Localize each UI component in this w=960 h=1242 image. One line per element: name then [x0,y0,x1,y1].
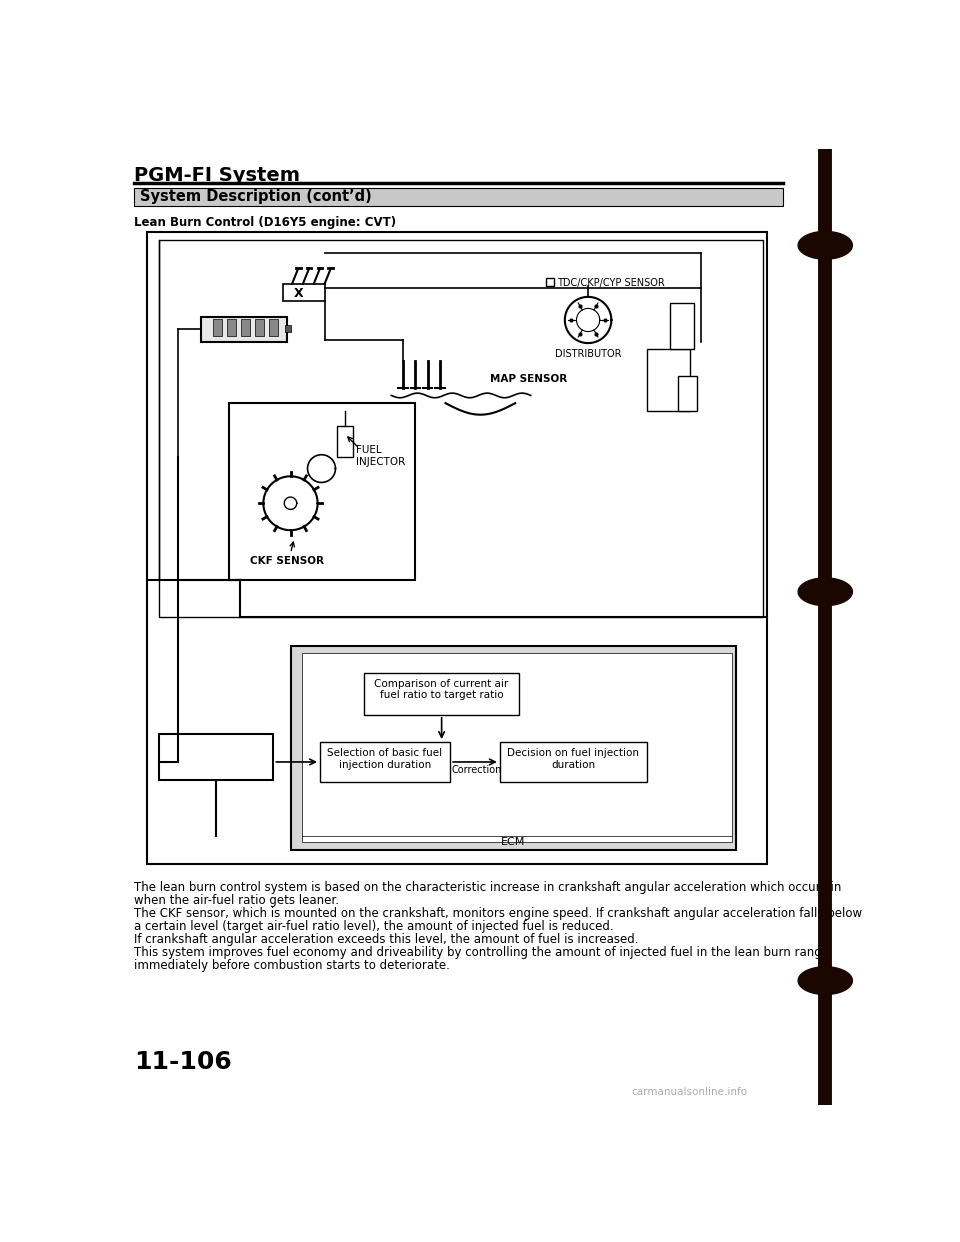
Polygon shape [798,966,826,995]
Text: Lean Burn Control (D16Y5 engine: CVT): Lean Burn Control (D16Y5 engine: CVT) [134,216,396,229]
Text: MAP SENSOR: MAP SENSOR [491,374,567,384]
Text: Correction: Correction [452,765,502,775]
Text: CKF SENSOR: CKF SENSOR [251,555,324,565]
Bar [269,319,278,337]
Bar [241,319,251,337]
Polygon shape [826,231,852,260]
Text: The CKF sensor, which is mounted on the crankshaft, monitors engine speed. If cr: The CKF sensor, which is mounted on the … [134,907,862,920]
Bar [364,673,519,715]
Bar [670,303,693,349]
Text: a certain level (target air-fuel ratio level), the amount of injected fuel is re: a certain level (target air-fuel ratio l… [134,920,613,933]
Bar [337,426,352,457]
Bar [678,376,697,411]
Text: when the air-fuel ratio gets leaner.: when the air-fuel ratio gets leaner. [134,894,339,907]
Text: This system improves fuel economy and driveability by controlling the amount of : This system improves fuel economy and dr… [134,946,828,959]
Text: carmanualsonline.info: carmanualsonline.info [632,1087,748,1097]
Text: ECM: ECM [501,837,525,847]
Text: FUEL
INJECTOR: FUEL INJECTOR [356,446,406,467]
Bar [285,324,291,333]
Polygon shape [798,231,826,260]
Text: immediately before combustion starts to deteriorate.: immediately before combustion starts to … [134,959,450,972]
Bar [147,232,767,863]
Bar [158,734,274,780]
Bar [134,188,782,206]
Text: DISTRIBUTOR: DISTRIBUTOR [555,349,621,359]
Text: The lean burn control system is based on the characteristic increase in cranksha: The lean burn control system is based on… [134,881,841,893]
Polygon shape [798,578,826,606]
Bar [158,240,763,617]
Polygon shape [826,966,852,995]
Text: Decision on fuel injection
duration: Decision on fuel injection duration [508,748,639,770]
Text: System Description (cont’d): System Description (cont’d) [140,189,372,204]
Bar [213,319,223,337]
Bar [202,317,287,342]
Text: PGM-FI System: PGM-FI System [134,166,300,185]
Text: X: X [294,287,303,299]
Bar [291,646,736,850]
Text: If crankshaft angular acceleration exceeds this level, the amount of fuel is inc: If crankshaft angular acceleration excee… [134,933,638,946]
Text: 11-106: 11-106 [134,1049,231,1074]
Bar [283,283,325,301]
Bar [500,741,647,782]
Text: TDC/CKP/CYP SENSOR: TDC/CKP/CYP SENSOR [557,278,665,288]
Text: Comparison of current air
fuel ratio to target ratio: Comparison of current air fuel ratio to … [374,679,509,700]
Bar [320,741,450,782]
Bar [302,653,732,842]
Bar [546,278,554,286]
Bar [647,349,689,411]
Bar [254,319,264,337]
Polygon shape [826,578,852,606]
Bar [227,319,236,337]
Bar [228,404,415,580]
Text: Selection of basic fuel
injection duration: Selection of basic fuel injection durati… [327,748,443,770]
